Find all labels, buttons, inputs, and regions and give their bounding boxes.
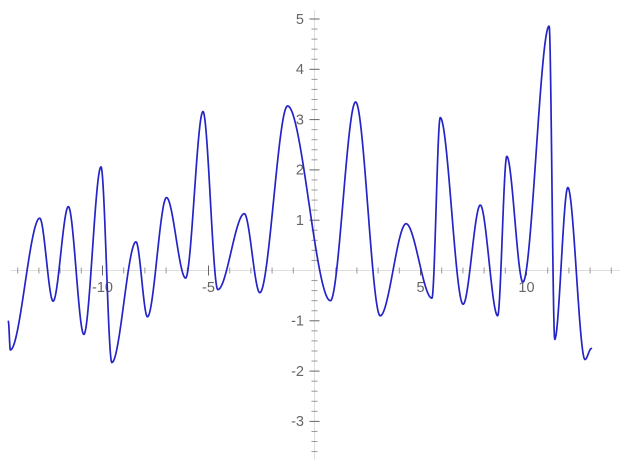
- svg-text:10: 10: [518, 280, 534, 296]
- svg-text:4: 4: [296, 62, 304, 78]
- svg-text:-5: -5: [202, 280, 215, 296]
- svg-text:1: 1: [296, 213, 304, 229]
- svg-text:5: 5: [296, 12, 304, 28]
- svg-text:5: 5: [416, 280, 424, 296]
- svg-text:-3: -3: [291, 414, 304, 430]
- svg-text:3: 3: [296, 112, 304, 128]
- svg-text:-10: -10: [92, 280, 113, 296]
- svg-text:-2: -2: [291, 364, 304, 380]
- svg-text:-1: -1: [291, 314, 304, 330]
